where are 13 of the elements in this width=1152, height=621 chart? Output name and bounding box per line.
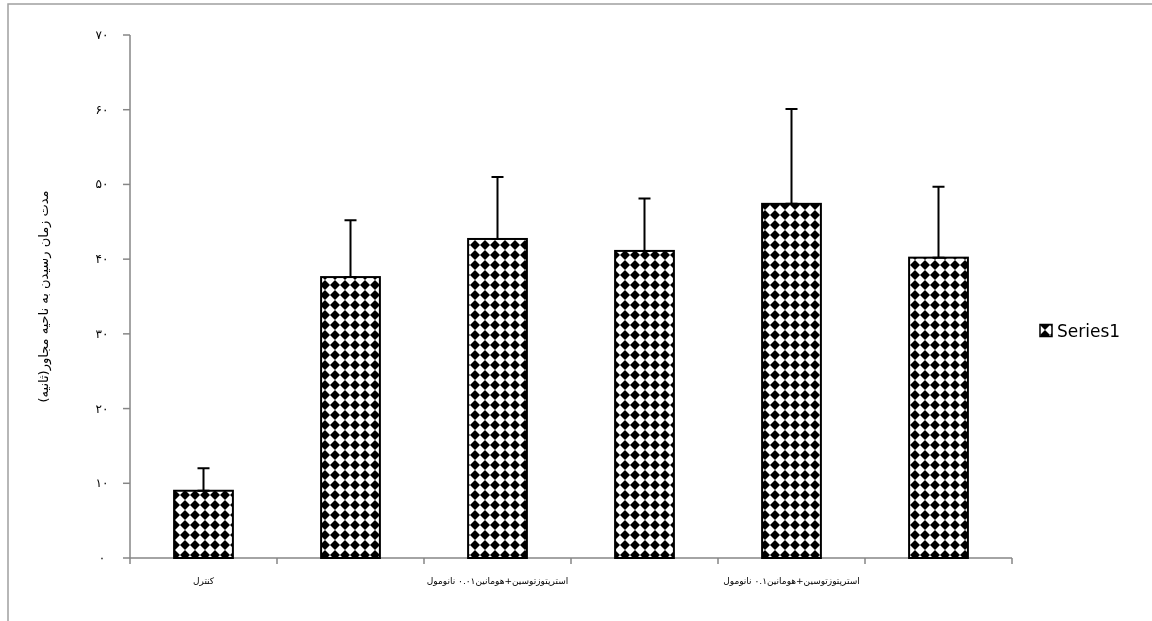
x-tick-label: استرپتوزتوسین+هومانین۰.۰۱ نانومول: [426, 576, 569, 586]
y-tick-label: ۲۰: [95, 401, 109, 416]
x-tick-label: استرپتوزتوسین+هومانین۰.۱ نانومول: [723, 576, 860, 586]
legend-label: Series1: [1057, 320, 1121, 341]
y-tick-label: ۳۰: [95, 326, 109, 341]
y-tick-label: ۵۰: [95, 177, 109, 192]
y-tick-label: ۴۰: [95, 252, 109, 267]
y-tick-label: ۷۰: [95, 28, 109, 42]
y-tick-label: ۱۰: [95, 476, 109, 491]
y-tick-label: ۰: [98, 551, 106, 565]
x-tick-label: کنترل: [192, 576, 215, 586]
y-axis-title: مدت زمان رسیدن به ناحیه مجاور(ثانیه): [36, 190, 52, 403]
y-tick-label: ۶۰: [95, 102, 109, 117]
